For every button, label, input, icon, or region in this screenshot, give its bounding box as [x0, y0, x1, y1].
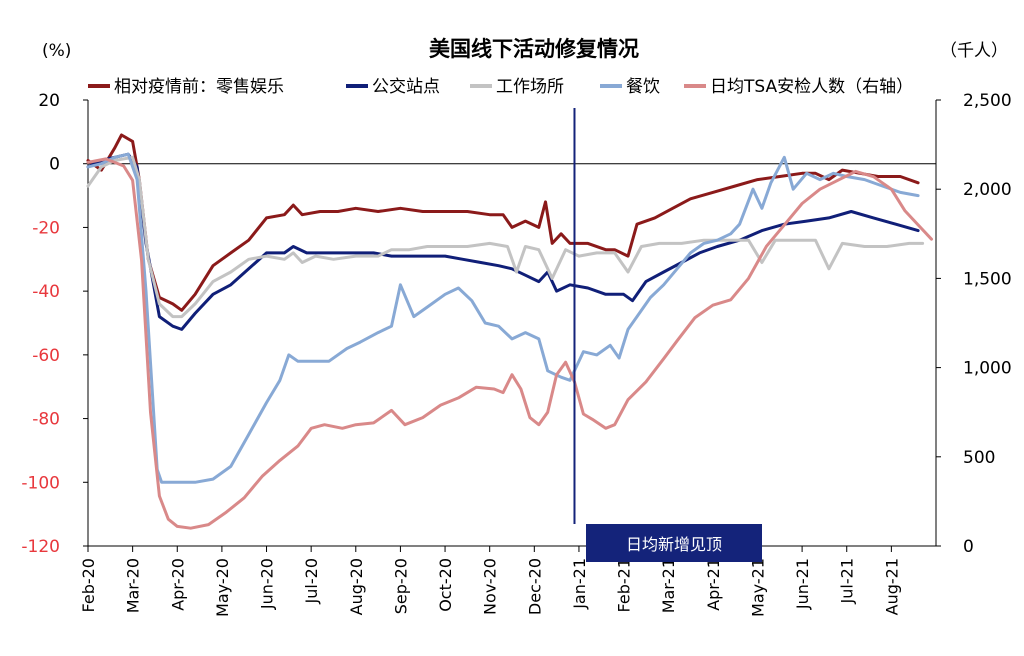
x-tick-label: Oct-20	[436, 558, 455, 612]
legend: 相对疫情前：零售娱乐 公交站点 工作场所 餐饮 日均TSA安检人数（右轴）	[88, 77, 913, 97]
x-tick-label: Jan-21	[570, 558, 589, 610]
legend-label-3: 餐饮	[626, 77, 660, 97]
annotation-box	[586, 524, 762, 562]
x-tick-label: Jun-20	[258, 558, 277, 610]
x-tick-label: Jul-21	[838, 558, 857, 604]
series-line-4	[86, 157, 933, 530]
left-tick-label: -120	[21, 537, 60, 557]
left-tick-label: -40	[32, 282, 60, 302]
right-tick-label: 1,500	[963, 269, 1012, 289]
x-tick-label: Feb-20	[79, 558, 98, 612]
left-tick-label: 0	[49, 155, 60, 175]
x-tick-label: Jun-21	[793, 558, 812, 610]
series-line-1	[86, 152, 920, 331]
series-group	[86, 133, 933, 530]
x-tick-label: Mar-21	[659, 558, 678, 613]
legend-label-2: 工作场所	[496, 77, 564, 97]
series-line-3	[86, 152, 920, 484]
series-line-2	[86, 155, 925, 319]
left-tick-label: -80	[32, 410, 60, 430]
x-tick-label: Sep-20	[391, 558, 410, 614]
x-tick-label: Aug-21	[882, 558, 901, 615]
legend-label-0: 相对疫情前：零售娱乐	[114, 77, 284, 97]
legend-label-4: 日均TSA安检人数（右轴）	[710, 77, 913, 97]
x-tick-label: Jul-20	[302, 558, 321, 604]
series-line-0	[86, 133, 920, 312]
left-tick-label: -60	[32, 346, 60, 366]
right-tick-label: 1,000	[963, 359, 1012, 379]
x-tick-label: Feb-21	[615, 558, 634, 612]
chart-title: 美国线下活动修复情况	[429, 37, 639, 61]
x-tick-label: Aug-20	[347, 558, 366, 615]
x-tick-label: Nov-20	[481, 558, 500, 615]
x-tick-label: May-20	[213, 558, 232, 617]
right-axis-unit: （千人）	[940, 41, 1008, 61]
axes: 20 0 -20 -40 -60 -80 -100 -120 2,500 2,000 1,500 1,…	[21, 91, 1011, 617]
annotation: 日均新增见顶	[573, 108, 762, 562]
x-tick-label: Dec-20	[525, 558, 544, 615]
right-tick-label: 500	[963, 448, 995, 468]
left-axis-unit: (%)	[42, 41, 71, 61]
x-tick-label: Mar-20	[124, 558, 143, 613]
right-tick-label: 2,500	[963, 91, 1012, 111]
x-tick-label: Apr-21	[704, 558, 723, 611]
x-tick-label: Apr-20	[168, 558, 187, 611]
left-tick-label: 20	[38, 91, 60, 111]
left-tick-label: -100	[21, 473, 60, 493]
annotation-label: 日均新增见顶	[626, 535, 722, 554]
legend-label-1: 公交站点	[372, 77, 440, 97]
x-tick-label: May-21	[748, 558, 767, 617]
right-tick-label: 0	[963, 537, 974, 557]
left-tick-label: -20	[32, 218, 60, 238]
right-tick-label: 2,000	[963, 180, 1012, 200]
